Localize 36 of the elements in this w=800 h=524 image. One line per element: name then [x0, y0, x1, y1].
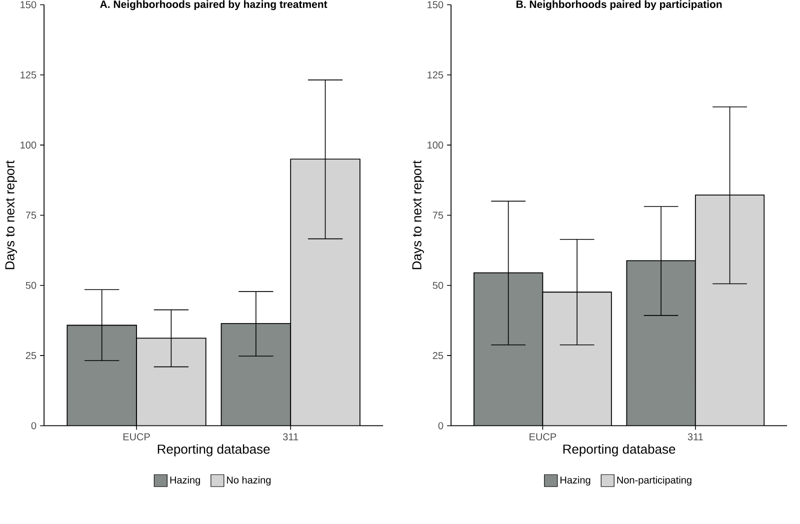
bar	[542, 292, 612, 426]
x-axis-title: Reporting database	[563, 444, 676, 456]
chart-title: A. Neighborhoods paired by hazing treatment	[100, 0, 328, 10]
y-axis-title: Days to next report	[5, 160, 17, 270]
bar	[67, 325, 137, 426]
bar	[290, 158, 360, 426]
x-tick-label: 311	[688, 433, 703, 440]
y-axis-title: Days to next report	[412, 160, 424, 270]
legend-label: No hazing	[227, 476, 271, 486]
y-tick-label: 50	[432, 282, 444, 289]
y-tick-label: 50	[26, 282, 36, 289]
y-tick-label: 100	[20, 142, 36, 149]
bar	[474, 272, 543, 426]
y-tick-label: 25	[432, 352, 444, 360]
legend-label: Non-participating	[617, 476, 692, 486]
y-tick-label: 100	[428, 142, 444, 149]
x-axis-title: Reporting database	[158, 444, 270, 456]
y-tick-label: 0	[31, 422, 36, 430]
x-tick-label: EUCP	[530, 433, 556, 440]
y-tick-label: 75	[26, 212, 36, 219]
y-tick-label: 25	[26, 352, 36, 360]
bar	[220, 323, 292, 426]
legend-label: Hazing	[170, 476, 200, 486]
y-tick-label: 125	[20, 71, 36, 78]
y-tick-label: 0	[438, 422, 444, 430]
bar	[626, 260, 696, 426]
y-tick-label: 125	[428, 71, 444, 78]
y-tick-label: 75	[432, 212, 444, 219]
chart-title: B. Neighborhoods paired by participation	[516, 0, 722, 10]
bar	[136, 338, 206, 426]
legend-label: Hazing	[560, 476, 590, 486]
bar	[694, 194, 765, 426]
x-tick-label: EUCP	[123, 433, 150, 440]
y-tick-label: 150	[428, 1, 444, 8]
y-tick-label: 150	[20, 1, 36, 8]
x-tick-label: 311	[283, 433, 298, 440]
